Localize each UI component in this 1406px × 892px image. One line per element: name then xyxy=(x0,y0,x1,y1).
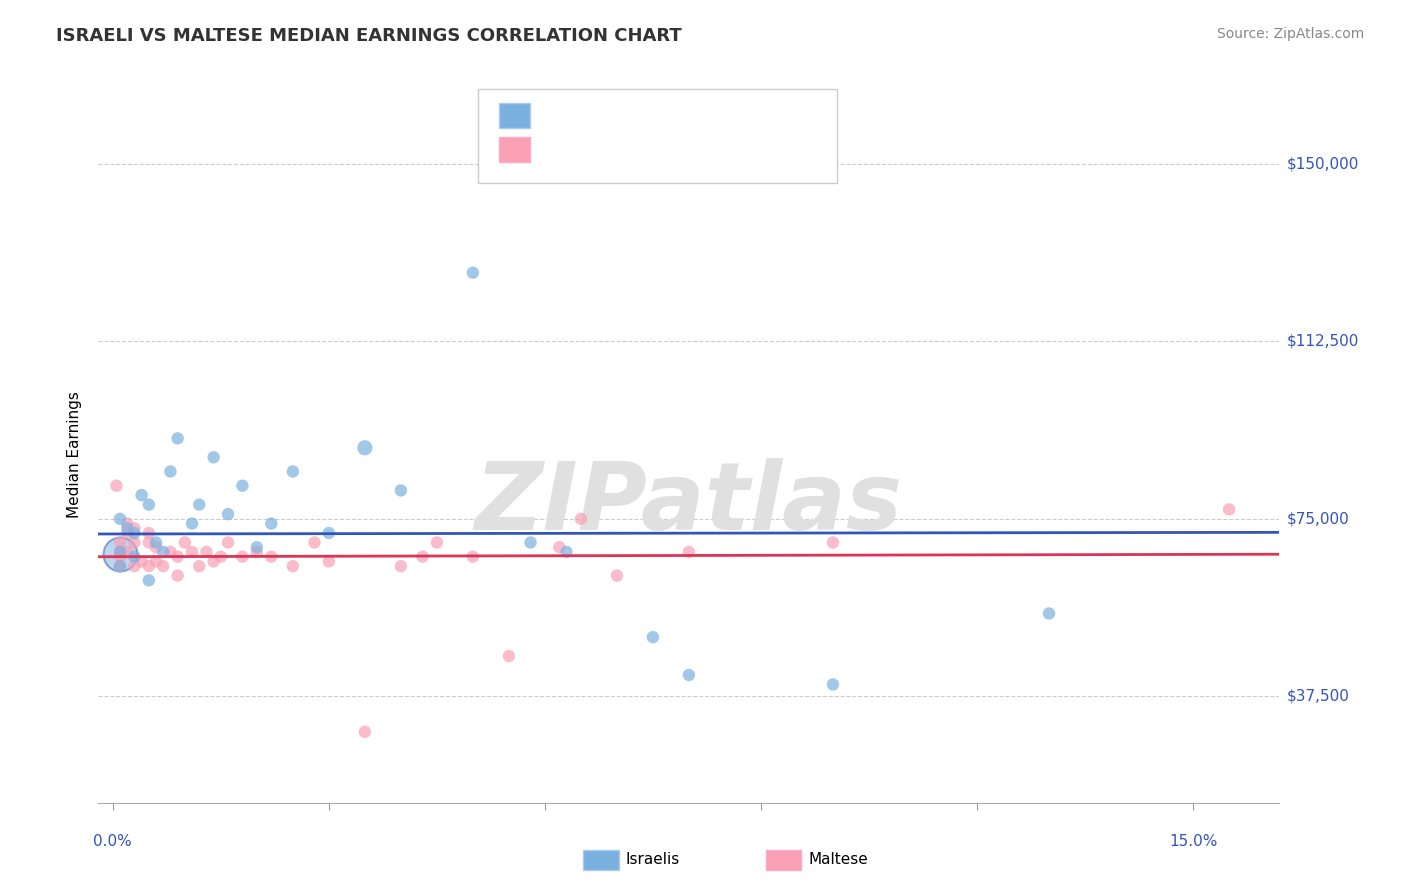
Text: ISRAELI VS MALTESE MEDIAN EARNINGS CORRELATION CHART: ISRAELI VS MALTESE MEDIAN EARNINGS CORRE… xyxy=(56,27,682,45)
Point xyxy=(389,483,412,498)
Point xyxy=(281,559,304,574)
Point xyxy=(181,516,204,531)
Point xyxy=(354,441,377,455)
Point xyxy=(138,559,160,574)
Point xyxy=(411,549,433,564)
Point xyxy=(606,568,628,582)
Point xyxy=(115,521,138,535)
Point xyxy=(281,465,304,479)
Point xyxy=(108,545,131,559)
Point xyxy=(108,545,131,559)
Point xyxy=(108,535,131,549)
Text: R = 0.051   N = 46: R = 0.051 N = 46 xyxy=(538,143,683,157)
Point xyxy=(354,724,377,739)
Point xyxy=(145,535,167,549)
Point xyxy=(209,549,232,564)
Point xyxy=(166,568,188,582)
Point xyxy=(188,498,211,512)
Point xyxy=(569,512,592,526)
Point xyxy=(108,559,131,574)
Point xyxy=(159,545,181,559)
Point xyxy=(304,535,326,549)
Point xyxy=(108,547,131,561)
Point xyxy=(105,478,128,492)
Point xyxy=(124,521,146,535)
Point xyxy=(138,535,160,549)
Point xyxy=(678,668,700,682)
Point xyxy=(318,554,340,568)
Text: Israelis: Israelis xyxy=(626,853,681,867)
Point xyxy=(498,649,520,664)
Text: $150,000: $150,000 xyxy=(1286,156,1358,171)
Point xyxy=(138,526,160,541)
Point xyxy=(318,526,340,541)
Point xyxy=(231,478,253,492)
Point xyxy=(138,574,160,588)
Point xyxy=(555,545,578,559)
Point xyxy=(461,549,484,564)
Point xyxy=(202,450,225,465)
Point xyxy=(260,516,283,531)
Point xyxy=(217,507,239,521)
Text: $37,500: $37,500 xyxy=(1286,689,1350,704)
Point xyxy=(152,559,174,574)
Point xyxy=(821,535,844,549)
Point xyxy=(217,535,239,549)
Text: $112,500: $112,500 xyxy=(1286,334,1358,349)
Point xyxy=(246,540,269,554)
Text: $75,000: $75,000 xyxy=(1286,511,1350,526)
Point xyxy=(426,535,449,549)
Point xyxy=(461,266,484,280)
Point xyxy=(641,630,664,644)
Point xyxy=(821,677,844,691)
Point xyxy=(173,535,195,549)
Text: R = 0.021   N = 31: R = 0.021 N = 31 xyxy=(538,109,683,123)
Point xyxy=(548,540,571,554)
Point xyxy=(188,559,211,574)
Text: ZIPatlas: ZIPatlas xyxy=(475,458,903,549)
Point xyxy=(202,554,225,568)
Point xyxy=(231,549,253,564)
Point xyxy=(131,554,153,568)
Point xyxy=(159,465,181,479)
Point xyxy=(678,545,700,559)
Point xyxy=(389,559,412,574)
Point xyxy=(124,549,146,564)
Point xyxy=(519,535,541,549)
Point xyxy=(138,498,160,512)
Point xyxy=(246,545,269,559)
Point xyxy=(260,549,283,564)
Text: 0.0%: 0.0% xyxy=(93,834,132,849)
Point xyxy=(108,559,131,574)
Text: Maltese: Maltese xyxy=(808,853,868,867)
Point xyxy=(124,559,146,574)
Point xyxy=(195,545,218,559)
Point xyxy=(124,535,146,549)
Point xyxy=(124,526,146,541)
Point xyxy=(131,488,153,502)
Text: 15.0%: 15.0% xyxy=(1168,834,1218,849)
Point xyxy=(115,516,138,531)
Point xyxy=(145,554,167,568)
Point xyxy=(166,431,188,445)
Text: Source: ZipAtlas.com: Source: ZipAtlas.com xyxy=(1216,27,1364,41)
Point xyxy=(1218,502,1240,516)
Point xyxy=(1038,607,1060,621)
Point xyxy=(152,545,174,559)
Point xyxy=(115,545,138,559)
Point xyxy=(115,526,138,541)
Point xyxy=(145,540,167,554)
Point xyxy=(108,549,131,564)
Point xyxy=(108,512,131,526)
Y-axis label: Median Earnings: Median Earnings xyxy=(67,392,83,518)
Point xyxy=(181,545,204,559)
Point xyxy=(166,549,188,564)
